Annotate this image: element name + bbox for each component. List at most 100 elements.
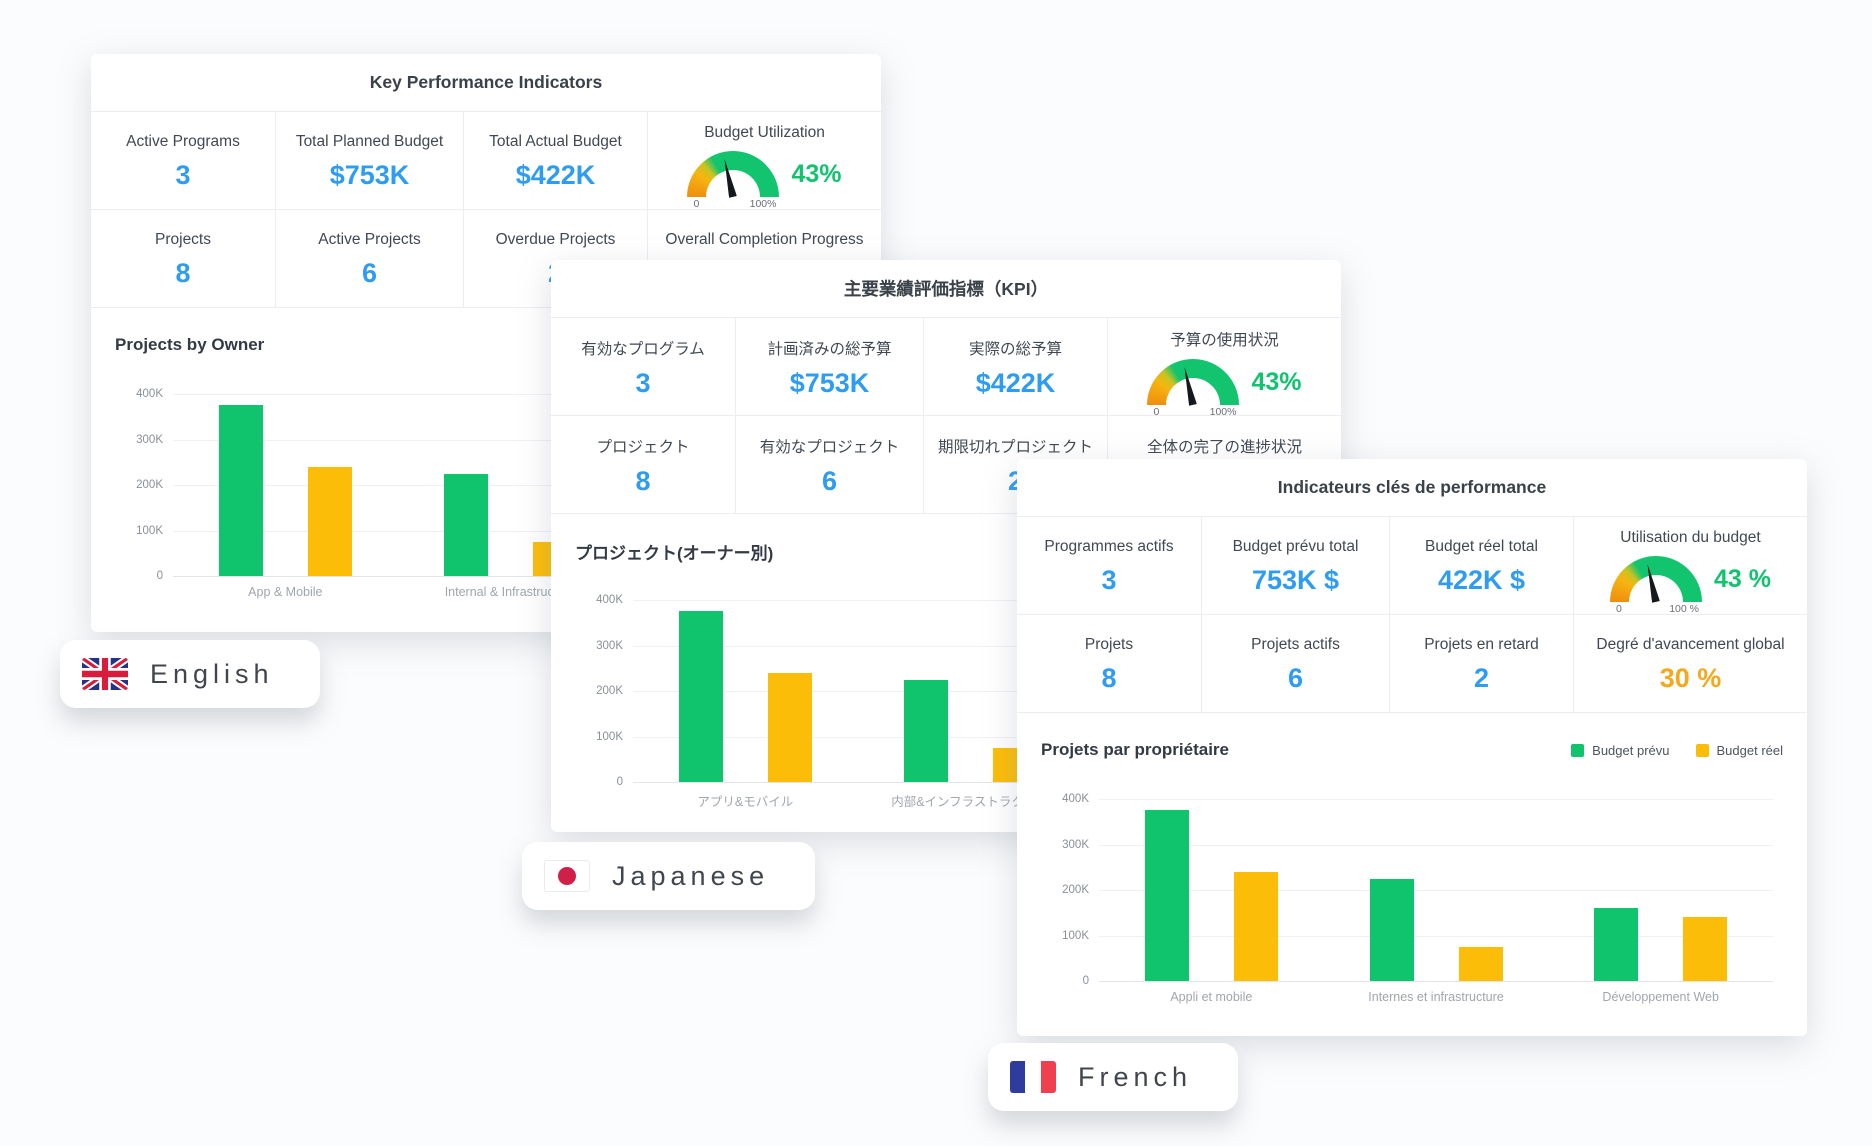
kpi-value: 753K $ — [1251, 564, 1340, 595]
language-pill-french[interactable]: French — [988, 1043, 1239, 1111]
bar-group: App & Mobile — [173, 394, 398, 599]
kpi-overall-completion: Degré d'avancement global 30 % — [1574, 615, 1807, 712]
gauge-max-label: 100% — [749, 198, 777, 209]
gridline — [1099, 890, 1773, 891]
chart-title: Projets par propriétaire — [1041, 740, 1230, 759]
bar-group: アプリ&モバイル — [633, 600, 858, 809]
kpi-total-planned-budget: 計画済みの総予算 $753K — [736, 318, 924, 415]
x-axis-category-label: アプリ&モバイル — [697, 795, 794, 809]
chart-title: プロジェクト(オーナー別) — [575, 543, 774, 563]
chart-legend: Budget prévu Budget réel — [1571, 743, 1783, 758]
kpi-overdue-projects: Projets en retard 2 — [1390, 615, 1574, 712]
gauge-max-label: 100% — [1209, 406, 1237, 415]
bar-group: Internal & Infrastructure — [398, 394, 623, 599]
card-title: Key Performance Indicators — [91, 54, 881, 112]
y-axis-tick-label: 100K — [1062, 929, 1089, 942]
kpi-label: Projets actifs — [1251, 635, 1340, 653]
kpi-row-1: Programmes actifs 3 Budget prévu total 7… — [1017, 517, 1807, 615]
chart-title: Projects by Owner — [115, 335, 265, 354]
bar-groups: Appli et mobile Internes et infrastructur… — [1099, 799, 1773, 1004]
gauge-row: 0 100% 43% — [687, 151, 842, 209]
japan-flag-icon — [544, 860, 590, 892]
gridline — [1099, 799, 1773, 800]
kpi-row-1: Active Programs 3 Total Planned Budget $… — [91, 112, 881, 210]
kpi-label: Overdue Projects — [495, 230, 616, 248]
kpi-card-french: Indicateurs clés de performance Programm… — [1017, 459, 1807, 1036]
kpi-projects: Projets 8 — [1017, 615, 1202, 712]
chart-section: Projets par propriétaire Budget prévu Bud… — [1017, 713, 1807, 1004]
gauge-min-label: 0 — [1616, 603, 1622, 614]
gridline — [633, 600, 1307, 601]
kpi-projects: プロジェクト 8 — [551, 416, 736, 513]
y-axis-tick-label: 400K — [596, 594, 623, 606]
kpi-row-2: Projets 8 Projets actifs 6 Projets en re… — [1017, 615, 1807, 713]
kpi-label: 予算の使用状況 — [1170, 332, 1279, 349]
language-pill-label: French — [1078, 1061, 1193, 1092]
language-pill-english[interactable]: English — [60, 640, 320, 708]
gridline — [633, 782, 1307, 783]
gridline — [633, 691, 1307, 692]
gauge-icon: 0 100% — [1147, 359, 1240, 415]
bar — [307, 466, 352, 576]
kpi-budget-utilization: 予算の使用状況 0 100% 43% — [1108, 318, 1341, 415]
kpi-label: Utilisation du budget — [1620, 529, 1761, 546]
gridline — [173, 485, 847, 486]
language-pill-label: English — [150, 658, 274, 689]
legend-item: Budget prévu — [1571, 742, 1670, 758]
kpi-value: 43% — [1251, 367, 1302, 396]
kpi-active-projects: Active Projects 6 — [276, 210, 464, 307]
bar — [767, 672, 812, 782]
gauge-max-label: 100 % — [1669, 603, 1699, 614]
kpi-active-programs: Active Programs 3 — [91, 112, 276, 209]
kpi-value: 8 — [635, 465, 651, 496]
plot-area: 400K 300K 200K 100K 0 Appli et mobile Internes… — [1062, 793, 1773, 1004]
kpi-value: 3 — [175, 159, 191, 190]
kpi-label: Total Planned Budget — [295, 132, 444, 150]
kpi-budget-utilization: Budget Utilization 0 100% 43% — [648, 112, 881, 209]
x-axis-category-label: Internes et infrastructure — [1368, 990, 1504, 1004]
kpi-label: Budget Utilization — [704, 124, 825, 141]
y-axis-tick-label: 300K — [596, 639, 623, 652]
kpi-label: 計画済みの総予算 — [767, 340, 892, 358]
legend-label: Budget prévu — [1592, 742, 1670, 758]
kpi-label: プロジェクト — [596, 438, 690, 456]
legend-label: Budget réel — [1716, 742, 1784, 758]
y-axis-tick-label: 400K — [136, 388, 163, 400]
kpi-total-actual-budget: Budget réel total 422K $ — [1390, 517, 1574, 614]
gauge-min-label: 0 — [693, 198, 700, 209]
kpi-value: 2 — [1473, 662, 1490, 693]
legend-item: Budget réel — [1695, 742, 1784, 758]
gridline — [173, 394, 847, 395]
kpi-row-1: 有効なプログラム 3 計画済みの総予算 $753K 実際の総予算 $422K 予… — [551, 318, 1341, 416]
kpi-label: Projets en retard — [1424, 635, 1539, 653]
bar-group: Appli et mobile — [1099, 799, 1324, 1004]
gauge-row: 0 100 % 43 % — [1610, 556, 1771, 614]
kpi-budget-utilization: Utilisation du budget 0 100 % 43 % — [1574, 517, 1807, 614]
x-axis-category-label: 内部&インフラストラクチャ — [891, 795, 1049, 809]
kpi-overall-completion: 全体の完了の進捗状況 — [1108, 416, 1341, 513]
y-axis-tick-label: 300K — [136, 433, 163, 446]
x-axis-category-label: Développement Web — [1602, 990, 1719, 1004]
kpi-active-projects: 有効なプロジェクト 6 — [736, 416, 924, 513]
x-axis-category-label: App & Mobile — [248, 585, 323, 599]
legend-swatch-icon — [1571, 743, 1585, 757]
kpi-label: Overall Completion Progress — [665, 230, 864, 248]
kpi-label: Projets — [1084, 635, 1134, 653]
kpi-value: 8 — [1101, 662, 1117, 693]
kpi-label: 全体の完了の進捗状況 — [1146, 438, 1302, 456]
gridline — [633, 645, 1307, 647]
bar — [1233, 871, 1278, 981]
gridline — [173, 439, 847, 441]
kpi-label: Projects — [155, 230, 211, 248]
gauge-icon: 0 100% — [687, 151, 780, 209]
uk-flag-icon — [82, 658, 128, 690]
kpi-value: $422K — [515, 159, 596, 190]
gridline — [633, 736, 1307, 738]
kpi-value: 6 — [361, 257, 378, 288]
kpi-value: 6 — [1287, 662, 1304, 693]
y-axis-tick-label: 300K — [1062, 838, 1089, 851]
kpi-label: Active Projects — [318, 230, 421, 248]
card-title: Indicateurs clés de performance — [1017, 459, 1807, 517]
language-pill-japanese[interactable]: Japanese — [522, 842, 816, 910]
